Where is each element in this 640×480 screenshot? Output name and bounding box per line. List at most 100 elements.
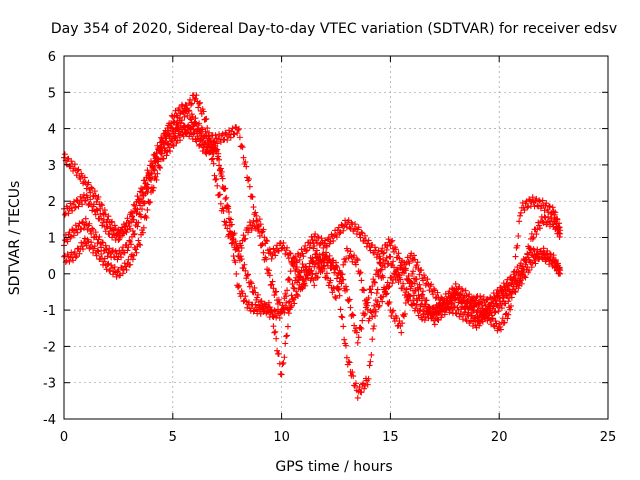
data-point xyxy=(380,250,387,257)
data-point xyxy=(309,255,316,262)
data-point xyxy=(476,322,483,329)
data-point xyxy=(283,333,290,340)
data-point xyxy=(552,209,559,216)
data-point xyxy=(517,212,524,219)
data-point xyxy=(532,260,539,267)
data-point xyxy=(156,163,163,170)
data-point xyxy=(167,120,174,127)
data-point xyxy=(336,292,343,299)
data-point xyxy=(161,147,168,154)
data-point xyxy=(368,351,375,358)
data-point xyxy=(251,284,258,291)
data-point xyxy=(360,286,367,293)
data-point xyxy=(67,200,74,207)
data-point xyxy=(333,262,339,269)
data-point xyxy=(383,254,390,261)
data-point xyxy=(322,255,329,262)
data-point xyxy=(299,250,306,257)
data-point xyxy=(163,152,170,159)
data-point xyxy=(348,219,355,226)
chart-title: Day 354 of 2020, Sidereal Day-to-day VTE… xyxy=(51,21,617,37)
data-point xyxy=(66,229,73,236)
y-tick-label: 0 xyxy=(48,268,56,283)
data-point xyxy=(96,233,103,240)
data-point xyxy=(111,264,118,271)
data-point xyxy=(341,336,348,343)
data-point xyxy=(402,299,409,306)
y-tick-label: 1 xyxy=(48,232,56,247)
data-point xyxy=(77,193,84,200)
data-point xyxy=(121,260,128,267)
data-point xyxy=(407,278,414,285)
data-point xyxy=(537,198,543,205)
data-point xyxy=(87,189,94,196)
data-point xyxy=(66,258,73,265)
data-point xyxy=(263,256,270,263)
x-tick-label: 25 xyxy=(600,430,617,445)
data-point xyxy=(552,256,559,263)
data-point xyxy=(158,150,165,157)
data-point xyxy=(318,235,325,242)
data-point xyxy=(78,226,85,233)
data-point xyxy=(294,291,301,298)
data-point xyxy=(500,280,507,287)
data-point xyxy=(342,283,349,290)
data-point xyxy=(301,280,308,287)
data-point xyxy=(404,296,411,303)
data-point xyxy=(137,202,144,209)
data-points xyxy=(61,92,564,401)
data-point xyxy=(269,311,276,318)
data-point xyxy=(308,257,315,264)
data-point xyxy=(478,316,485,323)
data-point xyxy=(136,196,143,203)
data-point xyxy=(395,250,402,257)
data-point xyxy=(93,252,100,259)
data-point xyxy=(290,254,297,261)
data-point xyxy=(216,191,223,198)
x-tick-label: 5 xyxy=(169,430,177,445)
data-point xyxy=(113,250,120,257)
data-point xyxy=(160,130,167,137)
data-point xyxy=(413,276,420,283)
data-point xyxy=(357,234,364,241)
data-point xyxy=(208,141,215,148)
data-point xyxy=(252,209,259,216)
data-point xyxy=(227,216,234,223)
data-point xyxy=(232,259,239,266)
data-point xyxy=(483,297,490,304)
data-point xyxy=(432,295,439,302)
data-point xyxy=(363,302,370,309)
data-point xyxy=(391,264,398,271)
data-point xyxy=(276,299,283,306)
data-point xyxy=(538,253,545,260)
data-point xyxy=(229,239,236,246)
data-point xyxy=(231,131,238,138)
data-point xyxy=(372,297,379,304)
data-point xyxy=(428,281,435,288)
data-point xyxy=(98,215,105,222)
y-tick-label: 5 xyxy=(48,86,56,101)
data-point xyxy=(505,311,512,318)
data-point xyxy=(80,246,87,253)
data-point xyxy=(557,270,564,277)
data-point xyxy=(410,252,417,259)
data-point xyxy=(336,278,343,285)
data-point xyxy=(514,242,521,249)
data-point xyxy=(245,175,252,182)
data-point xyxy=(235,125,242,132)
data-point xyxy=(351,252,358,259)
data-point xyxy=(278,245,285,252)
data-point xyxy=(192,119,199,126)
data-point xyxy=(195,104,202,111)
data-point xyxy=(224,202,231,209)
data-point xyxy=(513,281,520,288)
data-point xyxy=(71,161,78,168)
data-point xyxy=(126,219,133,226)
data-point xyxy=(355,224,362,231)
data-point xyxy=(433,311,440,318)
data-point xyxy=(352,261,359,268)
data-point xyxy=(364,306,371,313)
data-point xyxy=(88,230,95,237)
data-point xyxy=(92,192,99,199)
data-point xyxy=(225,203,232,210)
